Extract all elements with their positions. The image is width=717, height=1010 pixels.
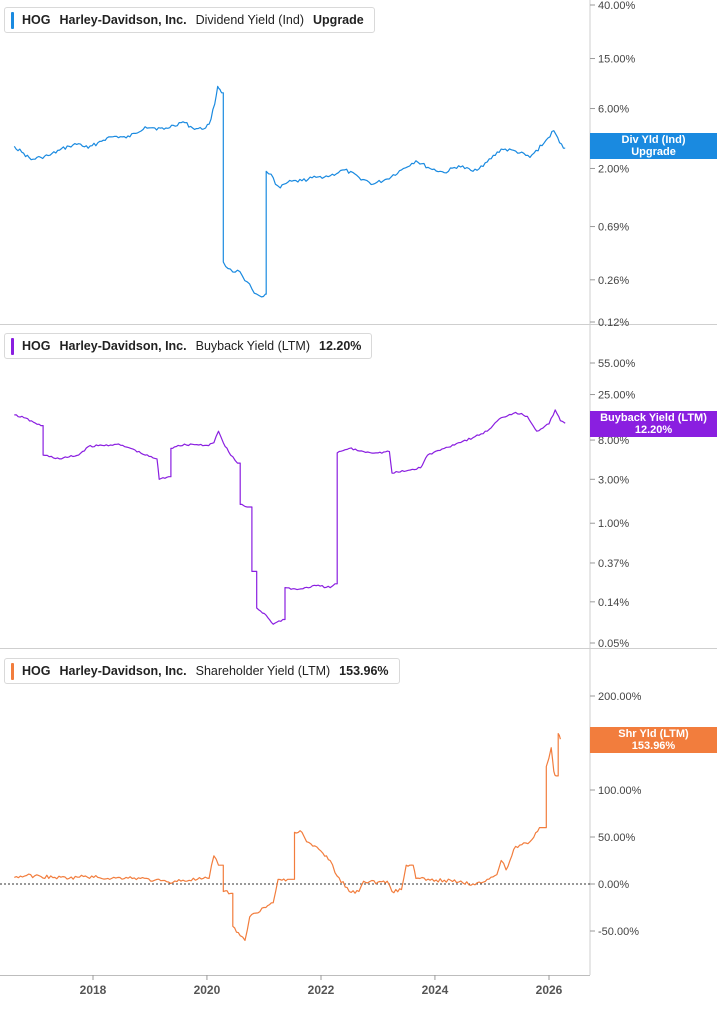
y-tick-label: 0.69% — [598, 222, 629, 234]
legend-value: 153.96% — [339, 664, 389, 678]
y-tick-label: 25.00% — [598, 390, 636, 402]
y-tick-label: 0.00% — [598, 879, 629, 891]
legend-company: Harley-Davidson, Inc. — [59, 13, 187, 27]
y-tick-label: 40.00% — [598, 0, 636, 12]
y-tick-label: 8.00% — [598, 435, 629, 447]
value-tag-buyback: Buyback Yield (LTM) 12.20% — [590, 411, 717, 437]
legend-swatch-dividend — [11, 11, 14, 29]
y-tick-label: 100.00% — [598, 785, 642, 797]
value-tag-dividend: Div Yld (Ind) Upgrade — [590, 133, 717, 159]
legend-ticker: HOG — [22, 13, 51, 27]
y-tick-label: 15.00% — [598, 54, 636, 66]
legend-value-link[interactable]: Upgrade — [313, 13, 364, 27]
legend-ticker: HOG — [22, 664, 51, 678]
y-tick-label: 0.37% — [598, 558, 629, 570]
y-tick-label: 200.00% — [598, 691, 642, 703]
legend-metric: Dividend Yield (Ind) — [195, 13, 305, 27]
y-tick-label: 0.14% — [598, 597, 629, 609]
legend-panel-dividend: HOG Harley-Davidson, Inc. Dividend Yield… — [4, 7, 375, 33]
y-tick-label: 2.00% — [598, 163, 629, 175]
series-line — [13, 85, 566, 298]
x-tick-label: 2018 — [80, 983, 107, 997]
legend-company: Harley-Davidson, Inc. — [59, 664, 187, 678]
legend-company: Harley-Davidson, Inc. — [59, 339, 187, 353]
series-line — [14, 409, 566, 625]
tag-line2: Upgrade — [631, 146, 676, 158]
value-tag-shareholder: Shr Yld (LTM) 153.96% — [590, 727, 717, 753]
x-tick-label: 2024 — [422, 983, 449, 997]
legend-metric: Shareholder Yield (LTM) — [195, 664, 331, 678]
tag-line1: Buyback Yield (LTM) — [600, 412, 707, 424]
y-tick-label: 0.26% — [598, 275, 629, 287]
x-tick-label: 2026 — [536, 983, 563, 997]
legend-value: 12.20% — [319, 339, 362, 353]
tag-line2: 153.96% — [631, 740, 676, 752]
x-tick-label: 2022 — [308, 983, 335, 997]
y-tick-label: -50.00% — [598, 926, 639, 938]
legend-panel-shareholder: HOG Harley-Davidson, Inc. Shareholder Yi… — [4, 658, 400, 684]
x-tick-label: 2020 — [194, 983, 221, 997]
tag-line2: 12.20% — [634, 424, 673, 436]
series-line — [14, 733, 561, 941]
y-tick-label: 55.00% — [598, 358, 636, 370]
legend-panel-buyback: HOG Harley-Davidson, Inc. Buyback Yield … — [4, 333, 373, 359]
legend-swatch-buyback — [11, 337, 14, 355]
y-tick-label: 50.00% — [598, 832, 636, 844]
tag-line1: Shr Yld (LTM) — [618, 728, 689, 740]
legend-swatch-shareholder — [11, 662, 14, 680]
legend-metric: Buyback Yield (LTM) — [195, 339, 311, 353]
y-tick-label: 3.00% — [598, 474, 629, 486]
legend-ticker: HOG — [22, 339, 51, 353]
y-tick-label: 0.05% — [598, 638, 629, 650]
y-tick-label: 1.00% — [598, 518, 629, 530]
tag-line1: Div Yld (Ind) — [621, 134, 686, 146]
y-tick-label: 0.12% — [598, 317, 629, 329]
y-tick-label: 6.00% — [598, 104, 629, 116]
